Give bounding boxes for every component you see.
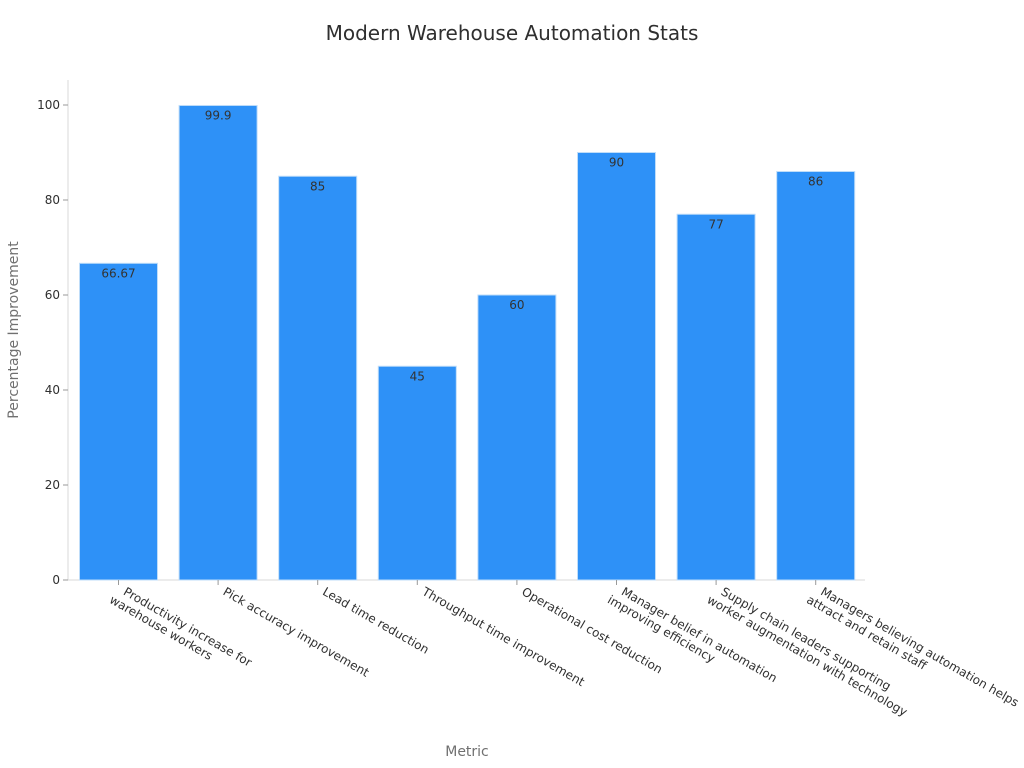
x-axis-label: Metric (445, 744, 489, 760)
bar-value-label: 85 (310, 179, 325, 193)
bar-value-label: 99.9 (205, 108, 232, 122)
bar (178, 104, 258, 581)
y-tick-label: 20 (45, 478, 60, 492)
x-tick-label: Manager belief in automationimproving ef… (605, 580, 779, 697)
bar-value-label: 45 (410, 369, 425, 383)
y-tick-label: 100 (37, 98, 60, 112)
x-tick-label: Lead time reduction (320, 584, 431, 656)
chart-title: Modern Warehouse Automation Stats (326, 21, 699, 45)
x-tick-label-line: Lead time reduction (320, 584, 431, 656)
bar-value-label: 60 (509, 298, 524, 312)
y-tick-label: 60 (45, 288, 60, 302)
y-tick-label: 40 (45, 383, 60, 397)
bar-value-label: 77 (708, 217, 723, 231)
bar (477, 294, 557, 581)
y-tick-label: 80 (45, 193, 60, 207)
x-tick-label-line: Managers believing automation helps (818, 584, 1021, 709)
bar-value-label: 86 (808, 175, 823, 189)
bar (676, 213, 756, 581)
x-tick-label-line: Manager belief in automation (619, 584, 780, 685)
y-axis-label: Percentage Improvement (6, 241, 22, 419)
x-tick-label: Throughput time improvement (419, 584, 587, 689)
bar (377, 365, 457, 581)
bar (577, 152, 656, 581)
bar-value-label: 90 (609, 156, 624, 170)
bar (79, 262, 158, 581)
bar (776, 171, 856, 581)
bar (278, 175, 358, 581)
bar-value-label: 66.67 (101, 266, 135, 280)
x-tick-label-line: Throughput time improvement (419, 584, 587, 689)
y-tick-label: 0 (52, 573, 60, 587)
